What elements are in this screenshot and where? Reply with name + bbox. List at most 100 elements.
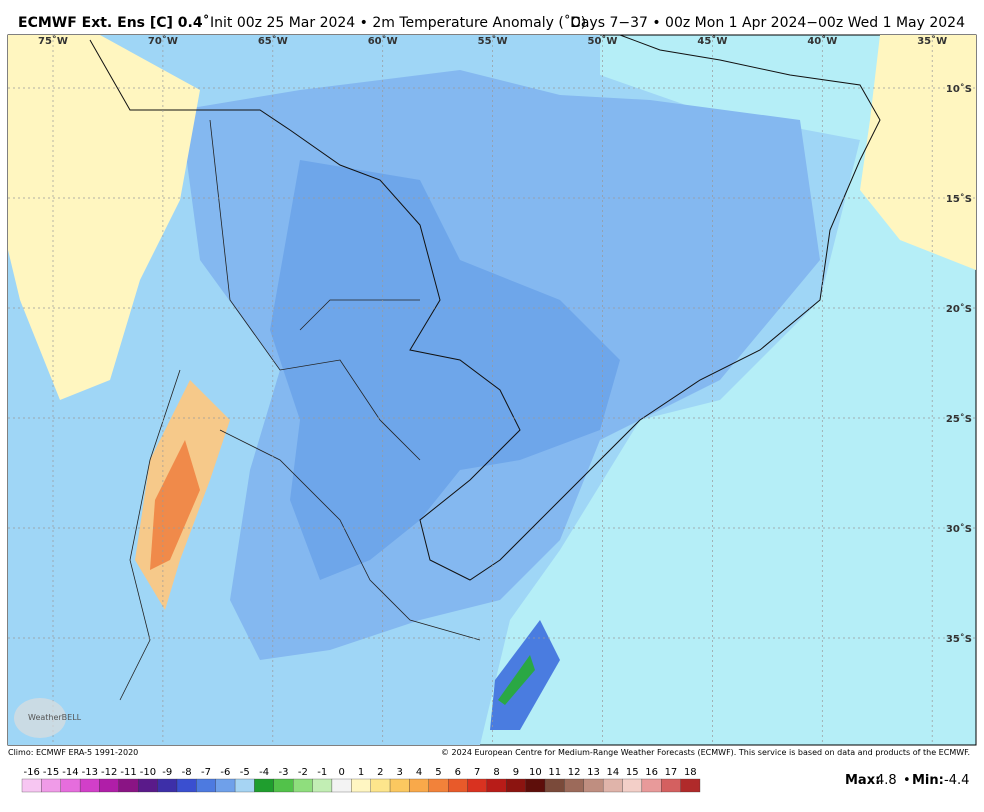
colorbar-label: 2: [377, 767, 383, 778]
colorbar-box: [544, 778, 565, 793]
colorbar-label: 13: [587, 767, 600, 778]
colorbar-box: [583, 778, 604, 793]
colorbar-box: [41, 778, 61, 793]
climo-note: Climo: ECMWF ERA-5 1991-2020: [8, 748, 138, 757]
lon-label: 75˚W: [38, 35, 68, 47]
colorbar-box: [370, 778, 391, 793]
colorbar-box: [409, 778, 429, 793]
colorbar-box: [293, 778, 313, 793]
colorbar-label: 9: [513, 767, 519, 778]
lat-label: 35˚S: [946, 633, 972, 645]
lon-label: 70˚W: [148, 35, 178, 47]
graticule: [8, 35, 976, 745]
colorbar-label: -13: [82, 767, 98, 778]
colorbar-box: [680, 778, 701, 793]
colorbar-label: -9: [162, 767, 172, 778]
min-label: Min:: [912, 773, 944, 788]
lon-label: 60˚W: [368, 35, 398, 47]
colorbar-box: [564, 778, 584, 793]
min-value: -4.4: [944, 773, 969, 788]
colorbar-box: [525, 778, 546, 793]
colorbar-box: [254, 778, 274, 793]
colorbar-box: [138, 778, 158, 793]
colorbar-label: 4: [416, 767, 422, 778]
colorbar-label: 7: [474, 767, 480, 778]
colorbar-label: 8: [493, 767, 499, 778]
colorbar-box: [448, 778, 468, 793]
colorbar-label: 16: [645, 767, 658, 778]
colder-region: [270, 160, 620, 580]
colorbar-label: -11: [120, 767, 136, 778]
colorbar-box: [176, 778, 197, 793]
colorbar-label: 10: [529, 767, 542, 778]
lon-label: 65˚W: [258, 35, 288, 47]
colorbar-label: -12: [101, 767, 117, 778]
lon-label: 40˚W: [807, 35, 837, 47]
lon-label: 50˚W: [588, 35, 618, 47]
lat-label: 30˚S: [946, 523, 972, 535]
colorbar-box: [661, 778, 681, 793]
colorbar-label: -16: [24, 767, 40, 778]
colorbar-box: [486, 778, 507, 793]
colorbar-label: 14: [606, 767, 619, 778]
colorbar-box: [351, 778, 371, 793]
period: Days 7−37 • 00z Mon 1 Apr 2024−00z Wed 1…: [570, 15, 965, 31]
border: [119, 119, 481, 701]
lon-label: 45˚W: [697, 35, 727, 47]
warm-region: [8, 35, 200, 400]
colorbar-label: 3: [397, 767, 403, 778]
colorbar-box: [118, 778, 139, 793]
colorbar-box: [21, 778, 42, 793]
colorbar-label: 17: [665, 767, 678, 778]
lat-label: 20˚S: [946, 303, 972, 315]
colorbar-box: [234, 778, 255, 793]
colorbar-label: -5: [240, 767, 250, 778]
lon-label: 55˚W: [478, 35, 508, 47]
colorbar-box: [428, 778, 449, 793]
logo-icon: [14, 698, 66, 738]
colorbar-label: -10: [140, 767, 156, 778]
subtitle: Init 00z 25 Mar 2024 • 2m Temperature An…: [210, 14, 586, 31]
max-label: Max:: [845, 773, 880, 788]
hot-strip: [150, 440, 200, 570]
colorbar-label: -4: [259, 767, 269, 778]
colorbar-box: [622, 778, 643, 793]
colorbar-box: [99, 778, 120, 793]
map: WeatherBELL: [7, 34, 977, 746]
colorbar-label: -8: [182, 767, 192, 778]
colorbar-box: [641, 778, 662, 793]
colorbar-label: -15: [43, 767, 59, 778]
colorbar-label: -3: [279, 767, 289, 778]
colorbar-box: [467, 778, 488, 793]
colorbar-label: 1: [358, 767, 364, 778]
colorbar-box: [331, 778, 352, 793]
colorbar-label: 6: [455, 767, 461, 778]
colorbar-box: [273, 778, 294, 793]
colorbar-box: [60, 778, 81, 793]
colorbar-box: [157, 778, 178, 793]
colorbar-label: -7: [201, 767, 211, 778]
colorbar-box: [389, 778, 410, 793]
colorbar-box: [79, 778, 100, 793]
colorbar-label: 15: [626, 767, 639, 778]
colorbar-label: 0: [338, 767, 344, 778]
colorbar-label: -14: [62, 767, 78, 778]
separator: •: [903, 773, 911, 788]
cold-core-green: [498, 655, 535, 705]
colorbar-box: [215, 778, 236, 793]
colorbar-label: -1: [317, 767, 327, 778]
warm-region: [860, 35, 976, 270]
colorbar-label: 12: [568, 767, 581, 778]
title: ECMWF Ext. Ens [C] 0.4˚: [18, 14, 210, 31]
border: [89, 34, 881, 581]
colorbar-box: [506, 778, 526, 793]
colorbar-box: [196, 778, 216, 793]
logo: WeatherBELL: [28, 713, 82, 722]
lat-label: 15˚S: [946, 193, 972, 205]
colorbar: -16 -15 -14 -13 -12 -11 -10 -9 -8 -7 -6 -5 -4 -3 -2 -1 0…: [21, 767, 701, 793]
colorbar-label: -2: [298, 767, 308, 778]
max-value: 4.8: [876, 773, 897, 788]
colorbar-label: -6: [220, 767, 230, 778]
lat-label: 25˚S: [946, 413, 972, 425]
